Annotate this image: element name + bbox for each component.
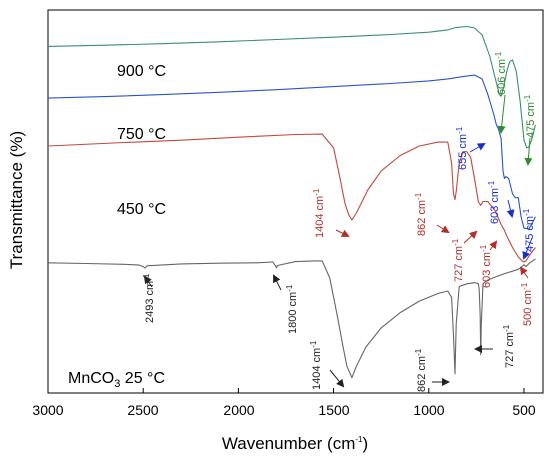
- svg-text:862 cm-1: 862 cm-1: [414, 192, 428, 236]
- x-tick-label: 1000: [413, 402, 444, 418]
- svg-text:1800 cm-1: 1800 cm-1: [285, 284, 299, 334]
- annotation-862-red: 862 cm-1: [414, 192, 450, 236]
- svg-text:862 cm-1: 862 cm-1: [414, 348, 428, 392]
- annotation-475-blue: 475 cm-1: [522, 208, 536, 260]
- svg-text:500 cm-1: 500 cm-1: [520, 282, 534, 326]
- series-line-1: [47, 74, 536, 230]
- x-axis-title: Wavenumber (cm-1): [222, 434, 368, 453]
- annotation-862-black: 862 cm-1: [414, 348, 450, 392]
- plot-frame: [47, 9, 544, 394]
- x-tick-label: 1500: [318, 402, 349, 418]
- series-line-0: [47, 25, 536, 149]
- annotation-727-black: 727 cm-1: [474, 324, 516, 368]
- svg-text:727 cm-1: 727 cm-1: [502, 324, 516, 368]
- x-tick-label: 2000: [223, 402, 254, 418]
- x-tick-label: 2500: [127, 402, 158, 418]
- annotation-603-red: 603 cm-1: [479, 240, 498, 288]
- x-axis-ticks: 3000 2500 2000 1500 1000 500: [32, 402, 535, 418]
- annotation-475-green: 475 cm-1: [523, 94, 537, 166]
- annotation-1404-black: 1404 cm-1: [309, 340, 345, 390]
- x-tick-label: 500: [512, 402, 536, 418]
- svg-text:2493 cm-1: 2493 cm-1: [142, 273, 156, 323]
- annotation-2493-black: 2493 cm-1: [142, 273, 156, 323]
- x-tick-marks: [47, 388, 525, 393]
- annotation-500-red: 500 cm-1: [519, 266, 534, 326]
- annotation-603-blue: 603 cm-1: [487, 180, 515, 224]
- curve-label-900: 900 °C: [117, 63, 166, 80]
- series-line-2: [47, 133, 536, 263]
- series-line-3: [47, 258, 536, 379]
- series-layer: [47, 25, 536, 379]
- svg-text:1404 cm-1: 1404 cm-1: [309, 340, 323, 390]
- x-tick-label: 3000: [32, 402, 63, 418]
- svg-text:606 cm-1: 606 cm-1: [494, 51, 508, 95]
- svg-text:475 cm-1: 475 cm-1: [523, 94, 537, 138]
- svg-text:603 cm-1: 603 cm-1: [479, 244, 493, 288]
- svg-text:1404 cm-1: 1404 cm-1: [312, 188, 326, 238]
- curve-label-mnco3: MnCO3 25 °C: [68, 370, 165, 390]
- curve-label-450: 450 °C: [117, 201, 166, 218]
- svg-text:727 cm-1: 727 cm-1: [451, 238, 465, 282]
- svg-text:603 cm-1: 603 cm-1: [487, 180, 501, 224]
- y-axis-title: Transmittance (%): [7, 131, 26, 269]
- curve-label-750: 750 °C: [117, 126, 166, 143]
- annotation-1800-black: 1800 cm-1: [273, 274, 299, 334]
- annotation-655-blue: 655 cm-1: [455, 126, 486, 170]
- annotation-727-red: 727 cm-1: [451, 230, 478, 282]
- svg-text:655 cm-1: 655 cm-1: [455, 126, 469, 170]
- svg-text:475 cm-1: 475 cm-1: [522, 208, 536, 252]
- annotation-606-green: 606 cm-1: [494, 51, 508, 134]
- annotation-1404-red: 1404 cm-1: [312, 188, 350, 238]
